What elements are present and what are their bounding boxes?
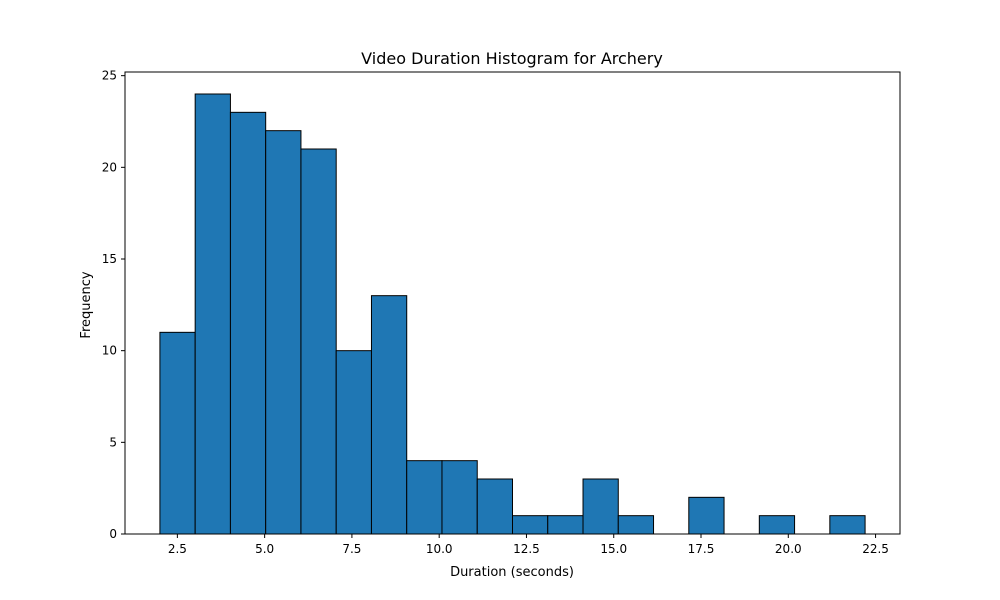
x-tick-label: 17.5 (688, 542, 715, 556)
axes-group (124, 71, 901, 535)
histogram-bar (159, 331, 196, 535)
histogram-bar (335, 350, 372, 535)
y-tick-label: 0 (109, 527, 117, 541)
x-tick-label: 7.5 (342, 542, 361, 556)
histogram-bar (829, 515, 866, 535)
y-tick-label: 20 (102, 160, 117, 174)
x-tick-label: 15.0 (600, 542, 627, 556)
y-tick-label: 5 (109, 435, 117, 449)
histogram-bar (229, 111, 267, 535)
histogram-bar (406, 460, 443, 535)
x-axis-ticks: 2.5 5.0 7.5 10.0 12.5 15.0 17.5 20.0 22.5 (168, 534, 889, 556)
plot-frame (124, 71, 901, 535)
x-tick-label: 5.0 (255, 542, 274, 556)
y-axis-label: Frequency (79, 271, 94, 338)
histogram-bar (512, 515, 549, 535)
histogram-bar (582, 478, 619, 535)
histogram-bar (194, 93, 231, 535)
histogram-bar (476, 478, 514, 535)
chart-title: Video Duration Histogram for Archery (361, 49, 663, 68)
histogram-bar (688, 496, 725, 535)
y-tick-label: 10 (102, 344, 117, 358)
x-tick-label: 22.5 (862, 542, 889, 556)
histogram-bar (547, 515, 584, 535)
x-tick-label: 12.5 (513, 542, 540, 556)
x-tick-label: 20.0 (775, 542, 802, 556)
histogram-bar (370, 295, 408, 535)
histogram-bar (441, 460, 478, 535)
x-tick-label: 2.5 (168, 542, 187, 556)
x-tick-label: 10.0 (426, 542, 453, 556)
histogram-bar (265, 130, 302, 535)
histogram-bar (300, 148, 337, 535)
x-axis-label: Duration (seconds) (450, 565, 574, 580)
bars-group (159, 93, 866, 535)
y-tick-label: 25 (102, 69, 117, 83)
histogram-bar (617, 515, 655, 535)
histogram-bar (758, 515, 796, 535)
y-tick-label: 15 (102, 252, 117, 266)
y-axis-ticks: 0 5 10 15 20 25 (102, 69, 125, 541)
